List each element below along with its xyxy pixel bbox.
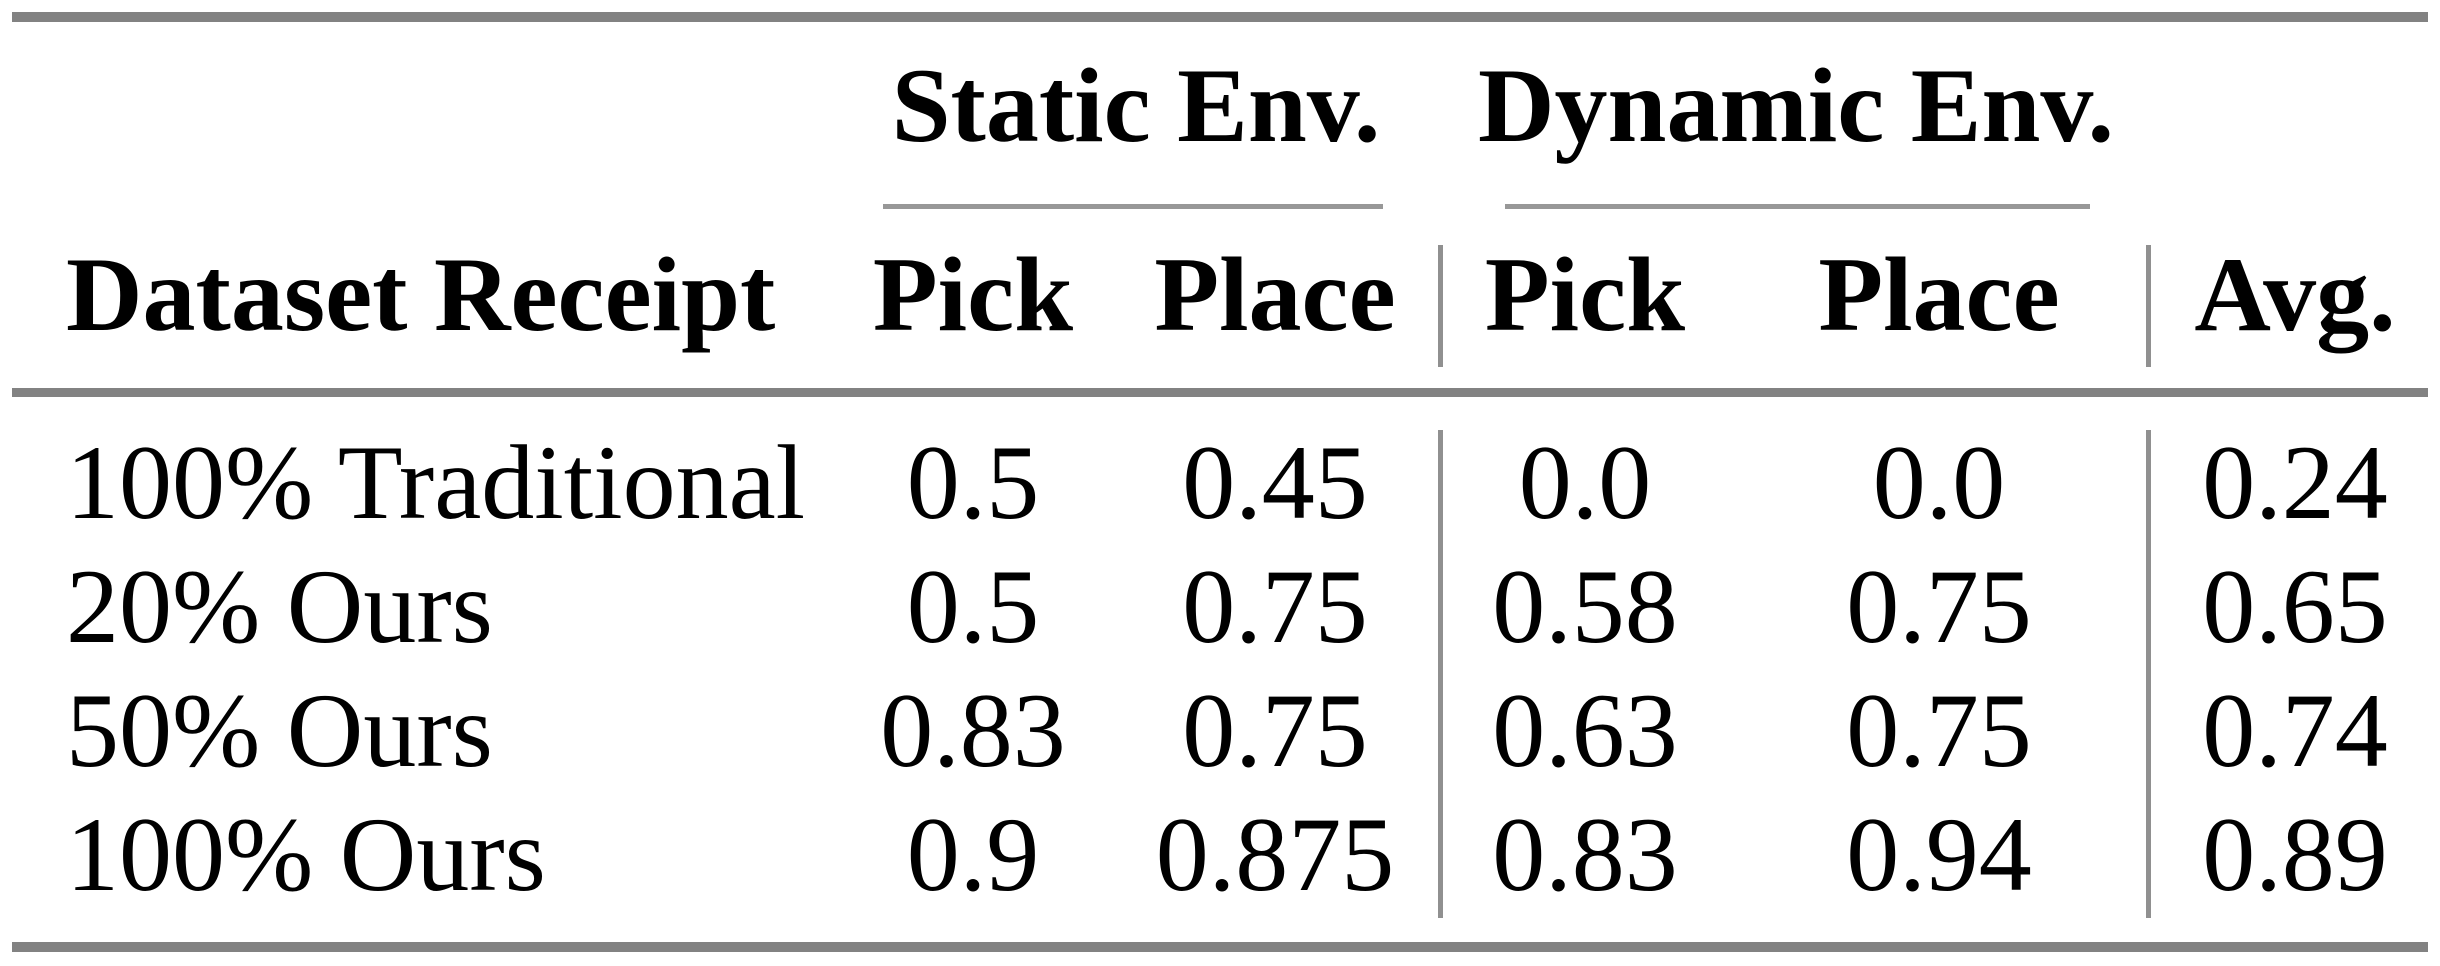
cell-value: 0.0 — [1518, 424, 1652, 541]
row-label: 100% Ours — [66, 796, 546, 913]
cell-value: 0.875 — [1155, 796, 1395, 913]
cell-value: 0.75 — [1182, 672, 1368, 789]
cell-value: 0.5 — [906, 548, 1040, 665]
column-group-dynamic-env: Dynamic Env. — [1477, 47, 2115, 164]
cell-value: 0.65 — [2202, 548, 2388, 665]
cell-value: 0.0 — [1872, 424, 2006, 541]
header-avg: Avg. — [2194, 236, 2396, 353]
cell-value: 0.75 — [1846, 672, 2032, 789]
cell-value: 0.89 — [2202, 796, 2388, 913]
table-bottom-rule — [12, 942, 2428, 952]
column-divider-dynamic-avg-header — [2146, 245, 2151, 367]
header-dynamic-place: Place — [1818, 236, 2060, 353]
dynamic-env-underline — [1505, 204, 2090, 209]
row-label: 20% Ours — [66, 548, 493, 665]
table-header-rule — [12, 388, 2428, 397]
table-top-rule — [12, 12, 2428, 22]
cell-value: 0.63 — [1492, 672, 1678, 789]
header-dataset-receipt: Dataset Receipt — [66, 236, 776, 353]
cell-value: 0.45 — [1182, 424, 1368, 541]
column-divider-dynamic-avg-body — [2146, 430, 2151, 918]
column-group-static-env: Static Env. — [891, 47, 1381, 164]
header-dynamic-pick: Pick — [1484, 236, 1686, 353]
cell-value: 0.83 — [1492, 796, 1678, 913]
cell-value: 0.5 — [906, 424, 1040, 541]
header-static-pick: Pick — [872, 236, 1074, 353]
cell-value: 0.94 — [1846, 796, 2032, 913]
cell-value: 0.83 — [880, 672, 1066, 789]
cell-value: 0.74 — [2202, 672, 2388, 789]
column-divider-static-dynamic-body — [1438, 430, 1443, 918]
header-static-place: Place — [1154, 236, 1396, 353]
cell-value: 0.24 — [2202, 424, 2388, 541]
row-label: 50% Ours — [66, 672, 493, 789]
row-label: 100% Traditional — [66, 424, 806, 541]
static-env-underline — [883, 204, 1383, 209]
cell-value: 0.9 — [906, 796, 1040, 913]
column-divider-static-dynamic-header — [1438, 245, 1443, 367]
cell-value: 0.75 — [1182, 548, 1368, 665]
cell-value: 0.75 — [1846, 548, 2032, 665]
cell-value: 0.58 — [1492, 548, 1678, 665]
